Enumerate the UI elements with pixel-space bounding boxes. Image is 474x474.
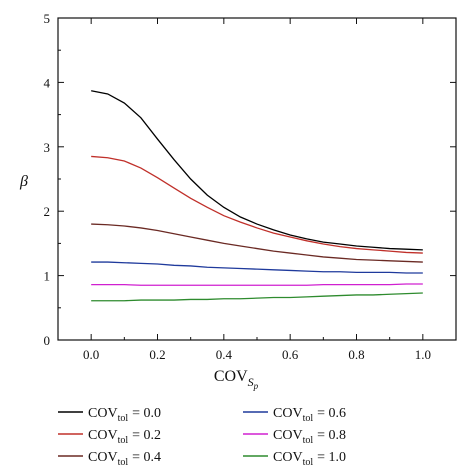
series-line-5 xyxy=(91,292,423,302)
legend-entry-value: = 0.4 xyxy=(132,450,161,465)
x-axis-label: COVSp xyxy=(214,368,259,391)
legend-entry-sub: tol xyxy=(118,435,129,446)
series-line-0 xyxy=(91,90,423,251)
legend-entry-sub: tol xyxy=(118,457,129,468)
legend-entry-4: COVtol = 0.8 xyxy=(273,428,346,446)
x-axis-label-sub: S xyxy=(248,375,254,389)
legend-entry-sub: tol xyxy=(118,413,129,424)
legend-entry-3: COVtol = 0.6 xyxy=(273,406,346,424)
y-tick-label: 0 xyxy=(44,333,51,348)
legend-entry-name: COV xyxy=(273,450,303,465)
legend-entry-0: COVtol = 0.0 xyxy=(88,406,161,424)
x-tick-label: 0.8 xyxy=(348,347,364,362)
y-tick-label: 4 xyxy=(44,75,51,90)
x-tick-label: 0.6 xyxy=(282,347,299,362)
y-tick-label: 3 xyxy=(44,140,51,155)
legend-entry-value: = 0.2 xyxy=(132,428,161,443)
x-tick-label: 1.0 xyxy=(415,347,431,362)
series-line-4 xyxy=(91,283,423,286)
x-axis-label-subsub: p xyxy=(253,381,259,391)
legend-entry-name: COV xyxy=(88,428,118,443)
legend-entry-sub: tol xyxy=(303,435,314,446)
legend-entry-5: COVtol = 1.0 xyxy=(273,450,346,468)
series-lines xyxy=(91,90,423,302)
legend-entry-1: COVtol = 0.2 xyxy=(88,428,161,446)
plot-frame xyxy=(57,17,457,341)
axis-ticks: 0.0 0.2 0.4 0.6 0.8 1.0 0 1 2 3 4 5 xyxy=(44,11,456,362)
legend-entry-name: COV xyxy=(273,406,303,421)
legend-entry-sub: tol xyxy=(303,457,314,468)
series-line-2 xyxy=(91,223,423,263)
x-tick-label: 0.4 xyxy=(216,347,233,362)
series-line-3 xyxy=(91,261,423,274)
x-axis-label-main: COV xyxy=(214,368,248,385)
legend-entry-name: COV xyxy=(88,450,118,465)
y-tick-label: 1 xyxy=(44,269,51,284)
legend-entry-2: COVtol = 0.4 xyxy=(88,450,161,468)
legend-entry-value: = 1.0 xyxy=(317,450,346,465)
y-tick-label: 2 xyxy=(44,204,51,219)
legend-entry-value: = 0.6 xyxy=(317,406,346,421)
x-tick-label: 0.0 xyxy=(83,347,99,362)
legend-entry-name: COV xyxy=(88,406,118,421)
y-tick-label: 5 xyxy=(44,11,51,26)
legend-entry-value: = 0.0 xyxy=(132,406,161,421)
series-line-1 xyxy=(91,155,423,254)
x-tick-label: 0.2 xyxy=(149,347,165,362)
legend-entry-name: COV xyxy=(273,428,303,443)
legend-entry-sub: tol xyxy=(303,413,314,424)
y-axis-label: β xyxy=(19,173,28,190)
legend-entry-value: = 0.8 xyxy=(317,428,346,443)
